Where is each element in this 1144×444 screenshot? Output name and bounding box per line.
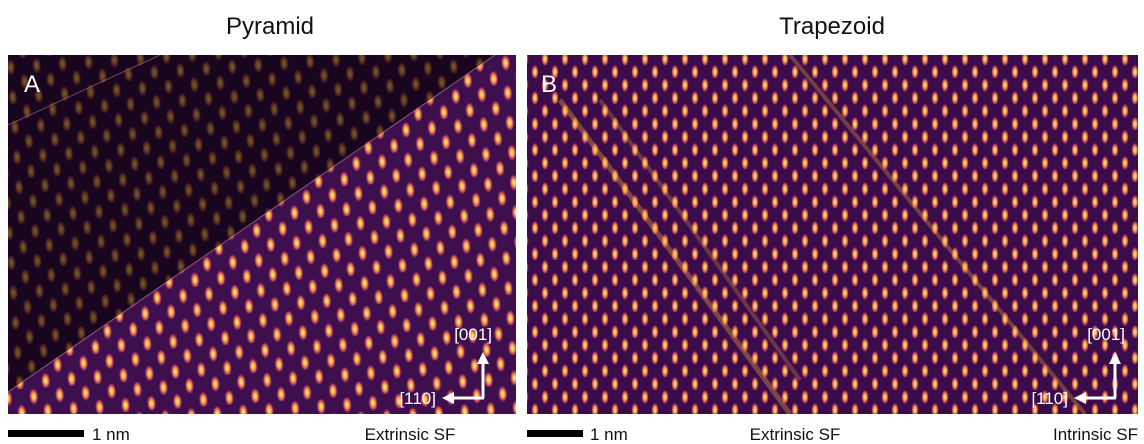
annotation: Intrinsic SF xyxy=(1053,425,1138,444)
scale-label: 1 nm xyxy=(590,425,628,444)
panel-label: B xyxy=(541,71,557,98)
annotation: Extrinsic SF xyxy=(750,425,841,444)
micrograph xyxy=(527,55,1138,414)
direction-label: [110] xyxy=(1031,389,1068,408)
annotation: Extrinsic SF xyxy=(365,425,456,444)
scale-bar xyxy=(527,430,583,437)
scale-label: 1 nm xyxy=(92,425,130,444)
direction-label: [110] xyxy=(399,389,436,408)
direction-label: [001] xyxy=(454,325,492,344)
micrograph xyxy=(8,55,516,414)
panel-title: Trapezoid xyxy=(779,13,885,40)
figure: Pyramid A [001] [110] 1 nm Extrinsic SF … xyxy=(0,0,1144,444)
panel-label: A xyxy=(24,71,40,98)
scale-bar xyxy=(8,430,84,437)
direction-label: [001] xyxy=(1087,325,1125,344)
panel-title: Pyramid xyxy=(226,13,314,40)
